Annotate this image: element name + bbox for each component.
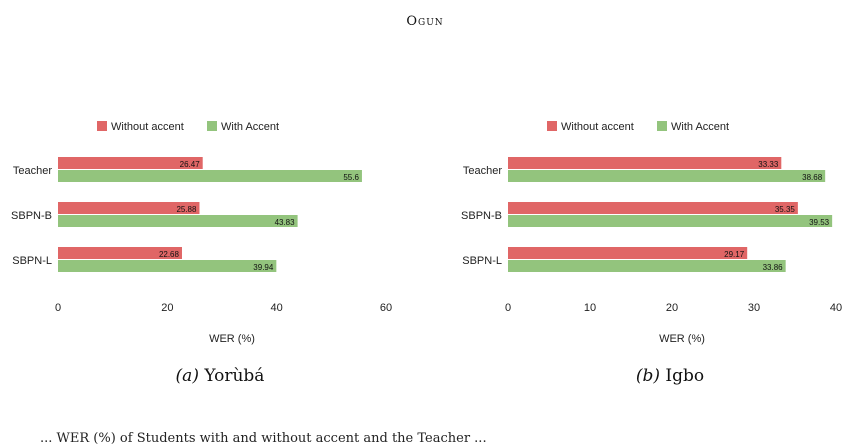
bar: [58, 170, 362, 182]
x-tick-label: 20: [161, 302, 173, 314]
bar: [508, 260, 786, 272]
bar: [508, 202, 798, 214]
x-tick-label: 40: [830, 302, 842, 314]
x-tick-label: 10: [584, 302, 596, 314]
data-label: 25.88: [176, 205, 197, 214]
x-tick-label: 20: [666, 302, 678, 314]
bar: [508, 170, 826, 182]
x-tick-label: 40: [271, 302, 283, 314]
x-tick-label: 30: [748, 302, 760, 314]
category-label: SBPN-L: [12, 255, 52, 267]
bar: [58, 247, 182, 259]
data-label: 38.68: [802, 173, 823, 182]
category-label: SBPN-L: [462, 255, 502, 267]
category-label: Teacher: [463, 165, 502, 177]
x-axis-label: WER (%): [209, 333, 255, 345]
legend-label: Without accent: [561, 121, 634, 133]
data-label: 43.83: [275, 218, 296, 227]
data-label: 39.94: [253, 263, 274, 272]
caption-label: (a): [175, 366, 199, 386]
category-label: SBPN-B: [461, 210, 502, 222]
data-label: 29.17: [724, 250, 745, 259]
caption-yoruba: (a) Yorùbá: [110, 366, 330, 386]
legend-label: With Accent: [221, 121, 279, 133]
bar: [508, 157, 782, 169]
legend-swatch: [547, 121, 557, 131]
caption-igbo: (b) Igbo: [560, 366, 780, 386]
caption-text: Yorùbá: [204, 366, 265, 386]
legend-label: Without accent: [111, 121, 184, 133]
bar: [58, 157, 203, 169]
legend-label: With Accent: [671, 121, 729, 133]
x-tick-label: 60: [380, 302, 392, 314]
data-label: 33.86: [763, 263, 784, 272]
chart-yoruba: Without accent With Accent Teacher 26.47 55.…: [11, 121, 392, 345]
bar: [508, 215, 833, 227]
data-label: 22.68: [159, 250, 180, 259]
caption-text: Igbo: [665, 366, 705, 386]
bar: [58, 202, 200, 214]
legend-swatch: [657, 121, 667, 131]
x-axis-label: WER (%): [659, 333, 705, 345]
caption-text-cutoff: ... WER (%) of Students with and without…: [40, 431, 487, 446]
x-tick-label: 0: [55, 302, 61, 314]
category-label: SBPN-B: [11, 210, 52, 222]
data-label: 39.53: [809, 218, 830, 227]
data-label: 33.33: [758, 160, 779, 169]
page-header: Ogun: [406, 14, 444, 29]
bar: [58, 215, 298, 227]
chart-igbo: Without accent With Accent Teacher 33.33 38.…: [461, 121, 842, 345]
bar: [508, 247, 748, 259]
legend-swatch: [97, 121, 107, 131]
legend-swatch: [207, 121, 217, 131]
bar: [58, 260, 277, 272]
caption-label: (b): [635, 366, 661, 386]
data-label: 55.6: [343, 173, 359, 182]
category-label: Teacher: [13, 165, 52, 177]
data-label: 26.47: [180, 160, 201, 169]
x-tick-label: 0: [505, 302, 511, 314]
data-label: 35.35: [775, 205, 796, 214]
